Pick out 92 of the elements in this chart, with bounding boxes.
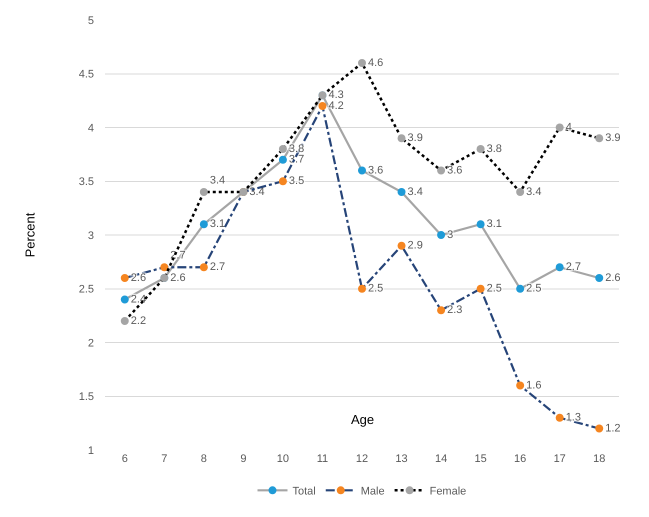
point <box>318 102 326 110</box>
data-label: 3.6 <box>368 164 384 176</box>
legend-label: Female <box>430 486 466 498</box>
x-axis-title: Age <box>351 412 374 427</box>
point <box>120 317 129 325</box>
data-label: 2.6 <box>170 272 186 284</box>
data-label: 3.4 <box>249 186 265 198</box>
data-label: 3.8 <box>288 142 304 155</box>
data-label: 4.2 <box>328 100 344 112</box>
point <box>437 166 446 174</box>
data-label: 3.4 <box>408 186 423 198</box>
point <box>556 263 564 272</box>
point <box>516 382 524 390</box>
point <box>516 284 524 293</box>
x-tick-label: 10 <box>276 453 290 465</box>
y-tick-label: 1.5 <box>78 391 94 404</box>
y-tick-label: 1 <box>88 444 94 457</box>
x-tick-label: 11 <box>316 453 328 465</box>
point <box>595 424 604 432</box>
data-label: 3.9 <box>408 132 423 144</box>
y-tick-label: 3 <box>88 230 94 242</box>
y-tick-label: 2 <box>88 337 94 350</box>
data-label: 2.6 <box>130 272 146 284</box>
point <box>476 145 485 153</box>
data-label: 1.3 <box>566 412 581 424</box>
point <box>398 188 406 196</box>
y-tick-label: 4 <box>88 122 94 134</box>
point <box>358 59 366 67</box>
point <box>120 274 129 282</box>
x-tick-label: 17 <box>554 453 566 465</box>
x-tick-label: 6 <box>122 453 128 465</box>
data-label: 1.6 <box>526 379 542 392</box>
data-label: 2.4 <box>130 293 146 306</box>
data-label: 3.4 <box>210 174 226 186</box>
x-tick-label: 16 <box>514 453 526 465</box>
point <box>437 306 446 314</box>
data-label: 1.2 <box>605 422 621 434</box>
point <box>200 263 208 272</box>
data-label: 2.9 <box>408 240 423 252</box>
y-tick-label: 4.5 <box>78 68 94 81</box>
point <box>160 263 168 272</box>
data-label: 3.9 <box>605 132 621 144</box>
point <box>278 177 287 186</box>
point <box>358 166 366 174</box>
point <box>278 145 287 153</box>
point <box>595 274 604 282</box>
y-axis-title: Percent <box>22 212 38 258</box>
legend-label: Total <box>292 486 316 498</box>
x-tick-label: 13 <box>395 453 408 465</box>
x-tick-label: 8 <box>200 453 207 465</box>
data-label: 4.3 <box>328 89 344 101</box>
y-tick-label: 2.5 <box>78 284 94 296</box>
data-label: 2.5 <box>526 282 542 294</box>
x-tick-label: 15 <box>474 453 487 465</box>
data-label: 3.1 <box>210 218 226 230</box>
point <box>398 242 406 250</box>
data-label: 3.8 <box>486 142 502 155</box>
data-label: 3.6 <box>447 164 462 176</box>
data-label: 2.2 <box>130 314 146 327</box>
point <box>200 220 208 228</box>
x-tick-label: 18 <box>593 453 606 465</box>
data-label: 2.3 <box>447 304 462 316</box>
x-tick-label: 12 <box>356 453 368 465</box>
x-tick-label: 9 <box>240 453 246 465</box>
y-tick-label: 5 <box>88 14 94 27</box>
data-label: 3.1 <box>486 218 502 230</box>
x-tick-label: 7 <box>161 453 168 465</box>
point <box>476 284 485 293</box>
point <box>516 188 524 196</box>
data-label: 2.7 <box>566 261 581 273</box>
data-label: 2.6 <box>605 272 621 284</box>
data-label: 2.5 <box>368 282 384 294</box>
point <box>595 134 604 142</box>
data-label: 2.7 <box>210 261 226 273</box>
point <box>437 231 446 239</box>
data-label: 4.6 <box>368 56 384 69</box>
x-tick-label: 14 <box>434 453 448 465</box>
data-label: 3 <box>447 228 454 241</box>
point <box>556 414 564 422</box>
point <box>358 284 366 293</box>
point <box>278 156 287 164</box>
data-label: 3.5 <box>288 175 304 187</box>
point <box>200 188 208 196</box>
data-label: 4 <box>566 121 572 134</box>
data-label: 3.4 <box>526 186 542 198</box>
legend-label: Male <box>360 486 385 498</box>
point <box>476 220 485 228</box>
y-tick-label: 3.5 <box>78 176 94 188</box>
point <box>556 124 564 132</box>
data-label: 2.5 <box>486 282 502 294</box>
point <box>120 296 129 304</box>
point <box>398 134 406 142</box>
